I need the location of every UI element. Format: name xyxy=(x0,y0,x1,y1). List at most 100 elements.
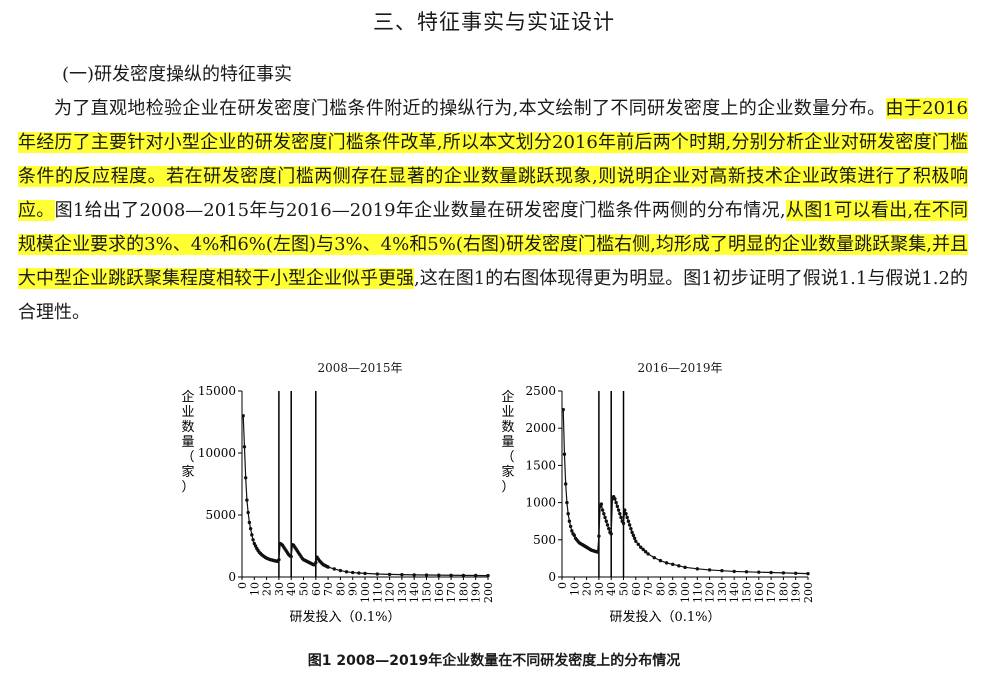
x-tick-label: 170 xyxy=(445,582,458,603)
series-line xyxy=(562,409,809,575)
y-tick-label: 500 xyxy=(533,533,556,547)
chart-right: 2016—2019年 0 500 1000 1500 2000 2500 0 10 20 30 40… xyxy=(490,355,820,635)
paragraph-segment: 为了直观地检验企业在研发密度门槛条件附近的操纵行为,本文绘制了不同研发密度上的企… xyxy=(54,98,886,119)
data-point xyxy=(599,502,604,506)
data-point xyxy=(634,539,638,543)
data-point xyxy=(567,519,572,523)
subsection-heading: (一)研发密度操纵的特征事实 xyxy=(62,64,293,85)
y-axis-label-char: 家 xyxy=(181,464,194,480)
chart-left: 2008—2015年 0 5000 10000 15000 0 10 20 30 40 50 60 7… xyxy=(170,355,500,635)
data-point xyxy=(251,538,255,542)
x-tick-label: 190 xyxy=(470,582,483,603)
data-point xyxy=(241,414,245,418)
x-tick-label: 0 xyxy=(236,582,249,589)
data-point xyxy=(602,512,606,516)
data-point xyxy=(619,515,623,520)
x-tick-label: 50 xyxy=(298,582,311,596)
x-tick-label: 200 xyxy=(482,582,495,603)
data-point xyxy=(643,550,648,554)
data-point xyxy=(781,571,786,575)
data-point xyxy=(604,519,608,523)
data-point xyxy=(636,542,640,546)
x-tick-label: 90 xyxy=(347,582,360,596)
data-point xyxy=(277,557,281,562)
data-point xyxy=(246,510,250,515)
data-point xyxy=(627,523,632,527)
x-tick-label: 180 xyxy=(457,582,470,603)
chart-title: 2016—2019年 xyxy=(637,361,723,375)
paragraph-segment: ,这在图1的右图体现得更为明显。图1初步证明了假说1.1与假说1.2的合理性。 xyxy=(18,268,968,323)
x-tick-label: 70 xyxy=(322,582,335,596)
data-point xyxy=(250,533,254,537)
x-tick-label: 110 xyxy=(371,582,384,603)
x-tick-label: 150 xyxy=(421,582,434,603)
data-point xyxy=(621,521,626,526)
x-tick-label: 50 xyxy=(618,582,631,596)
data-point xyxy=(326,565,330,569)
data-point xyxy=(641,547,645,552)
y-axis-label-char: ） xyxy=(501,480,514,495)
data-point xyxy=(562,452,567,456)
x-tick-label: 60 xyxy=(630,582,643,596)
y-axis-label-char: 企 xyxy=(501,389,514,405)
x-tick-label: 10 xyxy=(568,582,581,596)
data-point xyxy=(474,573,478,578)
y-axis-label-char: 数 xyxy=(501,420,514,435)
data-point xyxy=(561,407,565,412)
data-point xyxy=(658,558,663,563)
y-axis-label-char: 业 xyxy=(181,405,194,420)
data-point xyxy=(412,573,416,577)
x-tick-label: 60 xyxy=(310,582,323,596)
data-point xyxy=(449,573,453,577)
data-point xyxy=(572,533,576,538)
y-axis-label-char: （ xyxy=(501,450,514,465)
data-point xyxy=(683,565,687,570)
data-point xyxy=(245,498,249,502)
data-point xyxy=(806,571,810,576)
figure-caption: 图1 2008—2019年企业数量在不同研发密度上的分布情况 xyxy=(307,653,681,669)
data-point xyxy=(387,572,392,577)
data-point xyxy=(646,552,650,556)
chart-title: 2008—2015年 xyxy=(317,361,403,375)
data-point xyxy=(769,570,773,575)
data-point xyxy=(624,512,628,516)
y-tick-label: 10000 xyxy=(198,446,236,460)
data-point xyxy=(424,573,429,577)
y-axis-label-char: 数 xyxy=(181,420,194,435)
data-point xyxy=(461,573,466,578)
data-point xyxy=(616,508,621,512)
y-tick-label: 1000 xyxy=(525,496,556,510)
x-tick-label: 40 xyxy=(285,582,298,596)
data-point xyxy=(744,570,749,574)
x-tick-label: 80 xyxy=(654,582,667,596)
x-tick-label: 200 xyxy=(802,582,815,603)
data-point xyxy=(732,569,736,574)
data-point xyxy=(486,573,490,578)
data-point xyxy=(629,526,633,531)
data-point xyxy=(695,567,699,571)
y-axis-label-char: 业 xyxy=(501,405,514,420)
data-point xyxy=(639,545,643,549)
x-tick-label: 190 xyxy=(790,582,803,603)
x-tick-label: 100 xyxy=(679,582,692,603)
x-tick-label: 140 xyxy=(408,582,421,603)
data-point xyxy=(603,515,607,520)
data-point xyxy=(652,555,656,560)
series-line xyxy=(242,415,489,577)
data-point xyxy=(664,561,669,565)
data-point xyxy=(615,504,620,509)
x-tick-label: 140 xyxy=(728,582,741,603)
x-tick-label: 80 xyxy=(334,582,347,596)
x-tick-label: 100 xyxy=(359,582,372,603)
x-tick-label: 170 xyxy=(765,582,778,603)
data-point xyxy=(568,524,573,529)
data-point xyxy=(626,519,631,523)
x-tick-label: 150 xyxy=(741,582,754,603)
data-point xyxy=(363,571,367,576)
x-tick-label: 0 xyxy=(556,582,569,589)
y-axis-label-char: 量 xyxy=(501,435,514,450)
data-point xyxy=(248,526,253,531)
data-point xyxy=(595,550,600,554)
